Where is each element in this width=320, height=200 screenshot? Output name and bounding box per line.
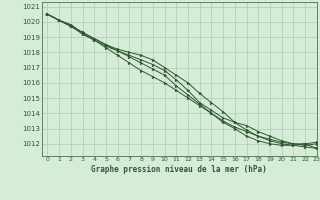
- X-axis label: Graphe pression niveau de la mer (hPa): Graphe pression niveau de la mer (hPa): [91, 165, 267, 174]
